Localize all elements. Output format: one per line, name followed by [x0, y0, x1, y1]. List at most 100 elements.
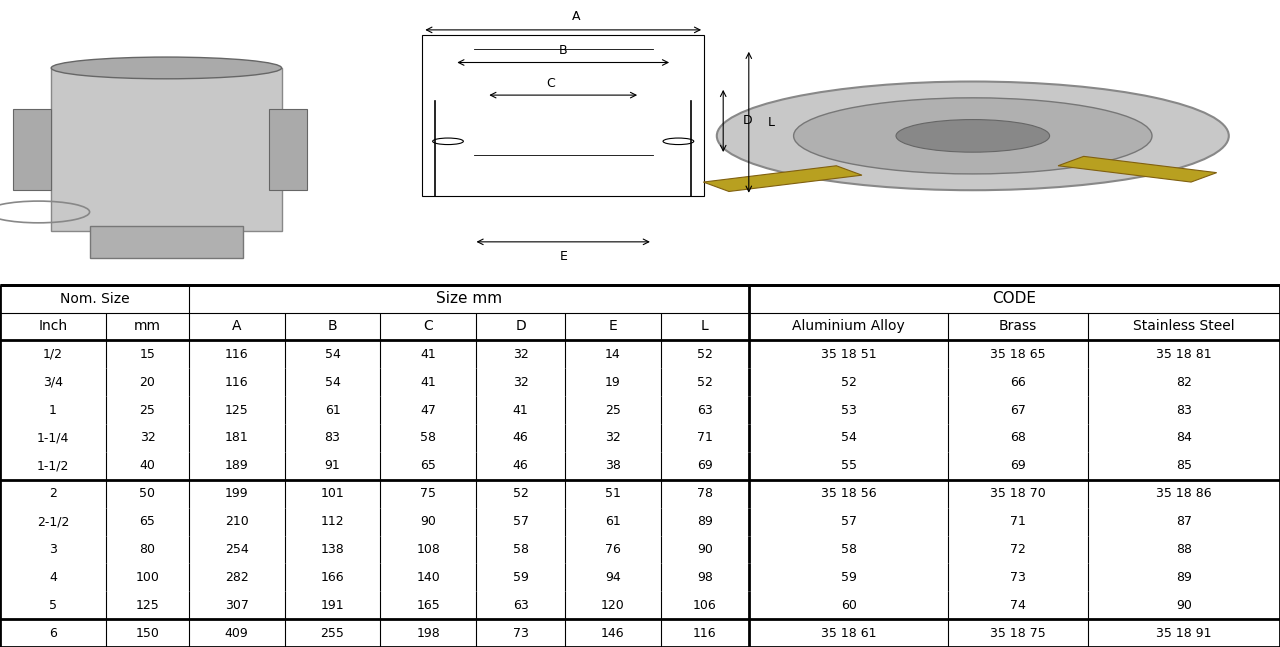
Text: 71: 71: [696, 432, 713, 444]
Text: 66: 66: [1010, 376, 1027, 389]
Text: 14: 14: [605, 348, 621, 361]
Text: 68: 68: [1010, 432, 1027, 444]
Text: 35 18 56: 35 18 56: [820, 487, 877, 500]
Text: 25: 25: [604, 404, 621, 417]
Text: 58: 58: [420, 432, 436, 444]
Text: 1: 1: [49, 404, 58, 417]
Text: 35 18 70: 35 18 70: [991, 487, 1046, 500]
Text: 52: 52: [696, 348, 713, 361]
Text: 150: 150: [136, 626, 160, 640]
Text: 116: 116: [225, 348, 248, 361]
Text: 88: 88: [1176, 543, 1192, 556]
Text: 32: 32: [513, 348, 529, 361]
Text: 52: 52: [512, 487, 529, 500]
Text: D: D: [515, 320, 526, 333]
Text: Brass: Brass: [1000, 320, 1037, 333]
Text: Aluminium Alloy: Aluminium Alloy: [792, 320, 905, 333]
Text: C: C: [424, 320, 433, 333]
Text: 75: 75: [420, 487, 436, 500]
Text: 409: 409: [225, 626, 248, 640]
Text: 140: 140: [416, 571, 440, 584]
Text: 15: 15: [140, 348, 155, 361]
Bar: [703, 166, 861, 192]
Text: B: B: [328, 320, 338, 333]
Text: 20: 20: [140, 376, 155, 389]
Text: 255: 255: [320, 626, 344, 640]
Text: 73: 73: [512, 626, 529, 640]
Text: 54: 54: [841, 432, 856, 444]
Text: 101: 101: [321, 487, 344, 500]
Bar: [13, 109, 51, 190]
Text: 57: 57: [841, 515, 856, 528]
Text: 76: 76: [604, 543, 621, 556]
Text: 90: 90: [696, 543, 713, 556]
Text: 125: 125: [225, 404, 248, 417]
Text: 52: 52: [841, 376, 856, 389]
Text: 41: 41: [513, 404, 529, 417]
Text: 35 18 51: 35 18 51: [820, 348, 877, 361]
Text: B: B: [559, 44, 567, 57]
Text: Inch: Inch: [38, 320, 68, 333]
Text: 41: 41: [421, 348, 436, 361]
Text: 116: 116: [225, 376, 248, 389]
Text: 32: 32: [140, 432, 155, 444]
Text: 69: 69: [1010, 459, 1027, 472]
Text: 100: 100: [136, 571, 160, 584]
Text: CODE: CODE: [992, 291, 1037, 306]
Text: 4: 4: [49, 571, 58, 584]
Text: 35 18 81: 35 18 81: [1156, 348, 1212, 361]
Bar: [1059, 157, 1217, 182]
Text: 1-1/4: 1-1/4: [37, 432, 69, 444]
Text: 1/2: 1/2: [44, 348, 63, 361]
Text: 35 18 86: 35 18 86: [1156, 487, 1212, 500]
Text: 282: 282: [225, 571, 248, 584]
Text: 57: 57: [512, 515, 529, 528]
Text: 254: 254: [225, 543, 248, 556]
Text: 63: 63: [513, 598, 529, 611]
Text: 85: 85: [1176, 459, 1192, 472]
Text: 120: 120: [600, 598, 625, 611]
Text: 89: 89: [1176, 571, 1192, 584]
Text: Stainless Steel: Stainless Steel: [1133, 320, 1235, 333]
Text: 3/4: 3/4: [44, 376, 63, 389]
Text: 6: 6: [49, 626, 58, 640]
Text: 198: 198: [416, 626, 440, 640]
Text: 106: 106: [692, 598, 717, 611]
Text: 189: 189: [225, 459, 248, 472]
Text: 35 18 75: 35 18 75: [991, 626, 1046, 640]
Ellipse shape: [51, 57, 282, 79]
Text: 55: 55: [841, 459, 856, 472]
Text: L: L: [768, 116, 774, 129]
Text: Nom. Size: Nom. Size: [60, 292, 129, 305]
Text: 51: 51: [604, 487, 621, 500]
Text: 84: 84: [1176, 432, 1192, 444]
Text: 210: 210: [225, 515, 248, 528]
Text: 116: 116: [692, 626, 717, 640]
Text: 32: 32: [605, 432, 621, 444]
Text: 67: 67: [1010, 404, 1027, 417]
Text: 63: 63: [698, 404, 713, 417]
Text: 59: 59: [841, 571, 856, 584]
Text: 83: 83: [1176, 404, 1192, 417]
Text: 35 18 91: 35 18 91: [1156, 626, 1212, 640]
Text: 87: 87: [1176, 515, 1192, 528]
Text: 199: 199: [225, 487, 248, 500]
Text: 166: 166: [321, 571, 344, 584]
Text: 78: 78: [696, 487, 713, 500]
Text: 50: 50: [140, 487, 155, 500]
Text: 61: 61: [605, 515, 621, 528]
Text: 307: 307: [225, 598, 248, 611]
Text: 69: 69: [698, 459, 713, 472]
Text: 71: 71: [1010, 515, 1027, 528]
Text: E: E: [608, 320, 617, 333]
Text: 82: 82: [1176, 376, 1192, 389]
Text: 54: 54: [325, 376, 340, 389]
Text: 73: 73: [1010, 571, 1027, 584]
Text: 32: 32: [513, 376, 529, 389]
Text: 74: 74: [1010, 598, 1027, 611]
Text: 38: 38: [604, 459, 621, 472]
Text: 47: 47: [420, 404, 436, 417]
Text: L: L: [701, 320, 709, 333]
Text: 125: 125: [136, 598, 159, 611]
Text: mm: mm: [134, 320, 161, 333]
